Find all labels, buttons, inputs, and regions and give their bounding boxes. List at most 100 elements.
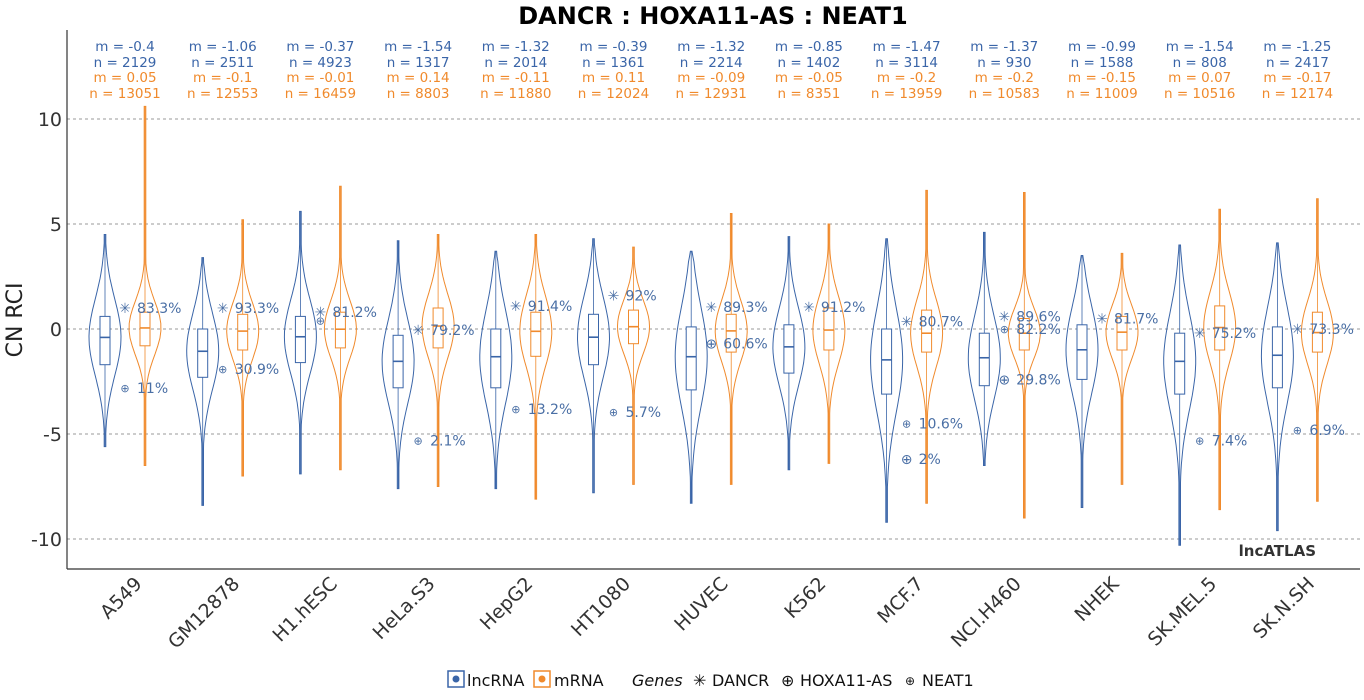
x-tick-label: NHEK (1071, 573, 1124, 626)
lncrna-mean-label: m = -1.54 (1166, 39, 1234, 55)
x-tick-label: HepG2 (476, 573, 537, 634)
lncrna-count-label: n = 2417 (1266, 55, 1329, 71)
mrna-box (921, 309, 933, 353)
dancr-marker: ✳ (119, 301, 131, 317)
dancr-marker: ✳ (315, 305, 327, 321)
chart-title: DANCR : HOXA11-AS : NEAT1 (518, 2, 907, 30)
lncrna-box (1076, 324, 1088, 380)
neat1-percent-label: 5.7% (626, 405, 662, 421)
lncrna-mean-label: m = -1.32 (482, 39, 550, 55)
dancr-percent-label: 89.6% (1016, 309, 1060, 325)
y-tick-label: -10 (31, 529, 62, 551)
neat1-percent-label: 2.1% (430, 433, 466, 449)
dancr-percent-label: 81.2% (332, 305, 376, 321)
dancr-marker: ✳ (217, 301, 229, 317)
y-tick-label: 0 (50, 319, 62, 341)
mrna-mean-label: m = -0.1 (193, 70, 252, 86)
neat1-marker: ⊕ (316, 315, 325, 328)
hoxa11-symbol-icon: ⊕ (781, 671, 794, 690)
lncrna-violin-outline (283, 210, 317, 475)
lncrna-violin (674, 250, 708, 504)
lncrna-violin-outline (576, 238, 611, 494)
gene-markers: ✳ 83.3% ✳ 93.3% ✳ 81.2% ✳ 79.2% ✳ 91.4% ✳ 92% ✳ 89.3%… (119, 288, 1354, 468)
neat1-symbol-icon: ⊕ (905, 674, 915, 688)
y-tick-label: 5 (50, 214, 62, 236)
lncrna-box (685, 326, 697, 391)
lncrna-violin (967, 231, 1001, 466)
mrna-count-label: n = 10583 (969, 86, 1040, 102)
neat1-percent-label: 7.4% (1212, 433, 1248, 449)
legend-neat1-label: NEAT1 (922, 671, 974, 690)
mrna-count-label: n = 8351 (777, 86, 840, 102)
mrna-violin-outline (323, 185, 357, 471)
mrna-violin (1105, 252, 1139, 485)
x-tick-label: H1.hESC (269, 573, 342, 646)
lncrna-mean-label: m = -1.47 (873, 39, 941, 55)
mrna-box (725, 313, 737, 353)
neat1-marker: ⊕ (902, 417, 911, 430)
hoxa11-as-percent-label: 60.6% (723, 337, 767, 353)
legend-genes-title: Genes (632, 671, 683, 690)
lncrna-mean-label: m = -0.99 (1068, 39, 1136, 55)
x-tick-label: SK.MEL.5 (1144, 573, 1222, 651)
lncrna-violin-outline (1260, 242, 1294, 532)
dancr-marker: ✳ (510, 299, 522, 315)
lncrna-count-label: n = 930 (977, 55, 1031, 71)
lncrna-box (1271, 326, 1283, 389)
x-tick-label: K562 (780, 573, 830, 623)
lncrna-box (294, 315, 306, 364)
dancr-marker: ✳ (412, 323, 424, 339)
dancr-percent-label: 83.3% (137, 301, 181, 317)
mrna-violin (1007, 192, 1041, 519)
mrna-violin-outline (910, 189, 944, 504)
mrna-violin (616, 246, 651, 485)
neat1-marker: ⊕ (1195, 434, 1204, 447)
mrna-count-label: n = 12024 (578, 86, 649, 102)
lncrna-mean-label: m = -1.37 (970, 39, 1038, 55)
dancr-percent-label: 92% (626, 288, 657, 304)
lncrna-box (99, 315, 111, 366)
mrna-count-label: n = 8803 (387, 86, 450, 102)
neat1-percent-label: 82.2% (1016, 322, 1060, 338)
lncrna-violin-outline (674, 250, 708, 504)
lncrna-violin-outline (381, 240, 415, 490)
mrna-box (432, 307, 444, 349)
x-tick-label: HT1080 (567, 573, 635, 641)
dancr-marker: ✳ (1194, 326, 1206, 342)
neat1-marker: ⊕ (1000, 323, 1009, 336)
mrna-mean-label: m = -0.15 (1068, 70, 1136, 86)
hoxa11-as-percent-label: 29.8% (1016, 372, 1060, 388)
mrna-violin (910, 189, 944, 504)
mrna-violin-outline (421, 234, 455, 487)
x-axis-ticks: A549 GM12878 H1.hESC HeLa.S3 HepG2 HT1080 HUVE… (96, 573, 1319, 654)
mrna-violin-outline (519, 234, 553, 500)
lncrna-mean-label: m = -1.32 (677, 39, 745, 55)
lncrna-count-label: n = 2129 (94, 55, 157, 71)
lncrna-box (588, 313, 599, 366)
mrna-mean-label: m = -0.11 (482, 70, 550, 86)
lncrna-violin (1163, 244, 1197, 546)
lncrna-box (1174, 332, 1186, 395)
lncrna-count-label: n = 1317 (387, 55, 450, 71)
dancr-percent-label: 79.2% (430, 323, 474, 339)
dancr-marker: ✳ (1096, 312, 1108, 328)
legend-lncrna-label: lncRNA (467, 671, 524, 690)
mrna-mean-label: m = 0.05 (93, 70, 156, 86)
y-axis-label: CN RCI (3, 283, 28, 358)
mrna-violin-outline (1203, 208, 1237, 511)
lncrna-mean-label: m = -0.37 (286, 39, 354, 55)
lncrna-count-label: n = 2214 (680, 55, 743, 71)
legend-mrna-label: mRNA (554, 671, 604, 690)
mrna-violin-outline (128, 105, 162, 466)
neat1-marker: ⊕ (218, 363, 227, 376)
mrna-swatch-dot (538, 675, 546, 683)
mrna-box (139, 311, 151, 347)
lncrna-mean-label: m = -0.85 (775, 39, 843, 55)
lncrna-count-label: n = 1361 (582, 55, 645, 71)
lncrna-mean-label: m = -0.39 (580, 39, 648, 55)
dancr-percent-label: 75.2% (1212, 326, 1256, 342)
mrna-mean-label: m = -0.2 (975, 70, 1034, 86)
mrna-box (530, 311, 542, 357)
watermark: lncATLAS (1239, 542, 1316, 560)
